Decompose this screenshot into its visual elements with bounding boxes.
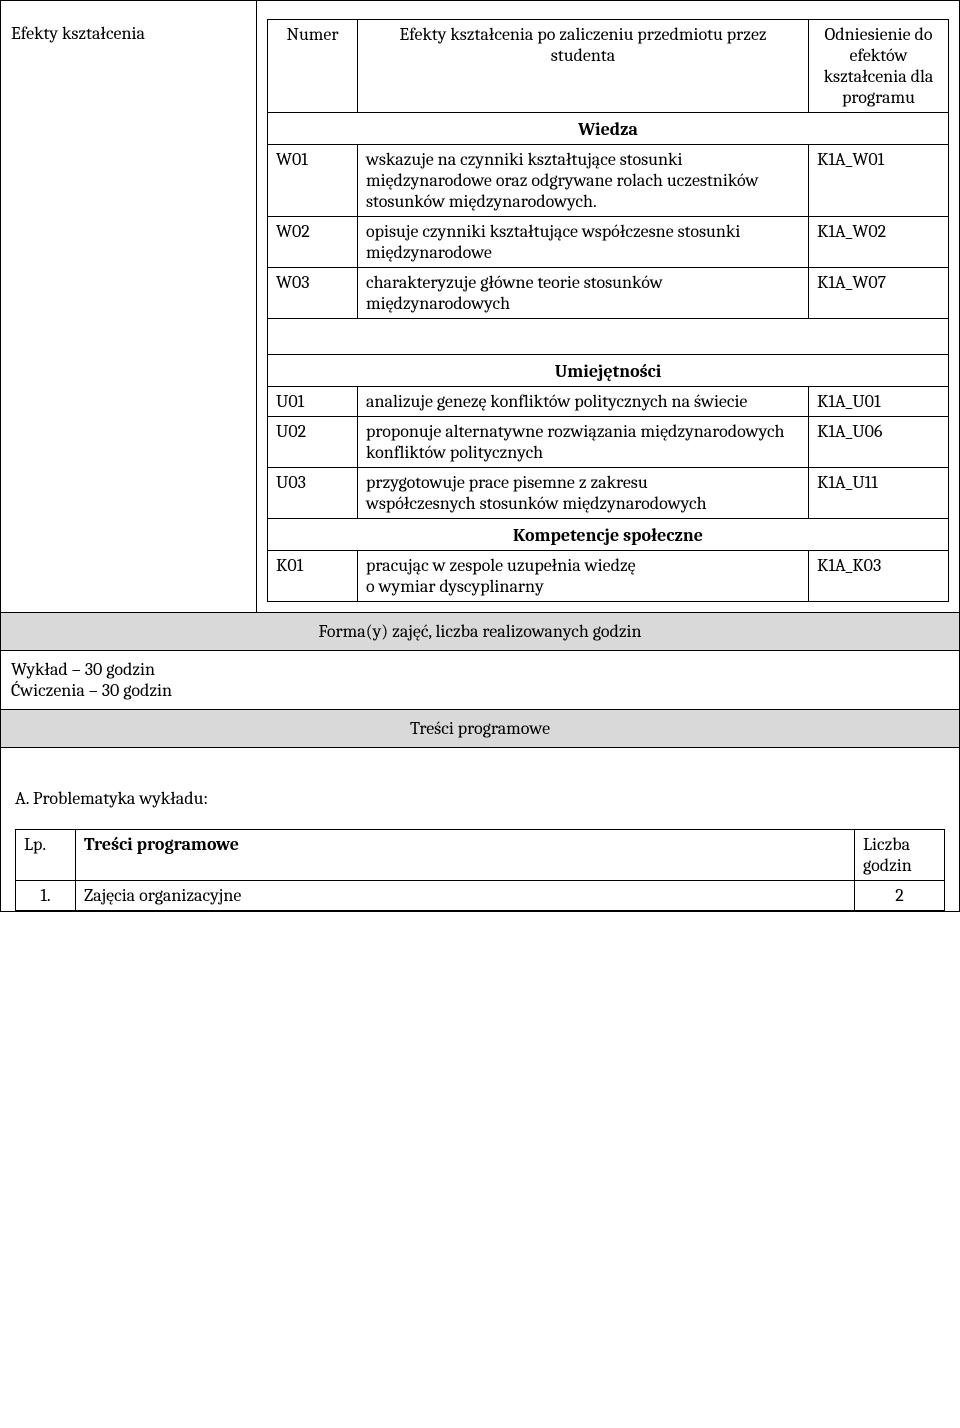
tresci-header-row: Treści programowe [1,710,960,748]
prog-r1-hrs: 2 [855,881,945,911]
tresci-body-row: A. Problematyka wykładu: Lp. Treści prog… [1,748,960,912]
row-u02: U02 proponuje alternatywne rozwiązania m… [268,417,949,468]
u03-num: U03 [268,468,358,519]
section-umiejetnosci-label: Umiejętności [268,355,949,387]
gap-row-1 [268,319,949,355]
u02-desc: proponuje alternatywne rozwiązania międz… [358,417,809,468]
row-w03: W03 charakteryzuje główne teorie stosunk… [268,268,949,319]
outcomes-table: Numer Efekty kształcenia po zaliczeniu p… [267,19,949,602]
u02-num: U02 [268,417,358,468]
section-kompetencje: Kompetencje społeczne [268,519,949,551]
row-u03: U03 przygotowuje prace pisemne z zakresu… [268,468,949,519]
forma-header: Forma(y) zajęć, liczba realizowanych god… [1,613,960,651]
u03-desc: przygotowuje prace pisemne z zakresu wsp… [358,468,809,519]
col-odniesienie: Odniesienie do efektów kształcenia dla p… [809,20,949,113]
w01-num: W01 [268,145,358,217]
u01-ref: K1A_U01 [809,387,949,417]
w03-ref: K1A_W07 [809,268,949,319]
row-w02: W02 opisuje czynniki kształtujące współc… [268,217,949,268]
prog-r1-num: 1. [16,881,76,911]
problematyka-heading: A. Problematyka wykładu: [1,788,959,829]
section-umiejetnosci: Umiejętności [268,355,949,387]
w02-num: W02 [268,217,358,268]
forma-header-row: Forma(y) zajęć, liczba realizowanych god… [1,613,960,651]
left-label-cell: Efekty kształcenia [1,1,257,613]
col-efekty: Efekty kształcenia po zaliczeniu przedmi… [358,20,809,113]
w03-desc: charakteryzuje główne teorie stosunków m… [358,268,809,319]
forma-line-1: Wykład – 30 godzin [11,659,949,680]
outcomes-header-row: Numer Efekty kształcenia po zaliczeniu p… [268,20,949,113]
syllabus-table: Efekty kształcenia Numer Efekty kształce… [0,0,960,912]
u03-ref: K1A_U11 [809,468,949,519]
prog-h3: Liczba godzin [855,830,945,881]
row-k01: K01 pracując w zespole uzupełnia wiedzę … [268,551,949,602]
forma-line-2: Ćwiczenia – 30 godzin [11,680,949,701]
prog-header-row: Lp. Treści programowe Liczba godzin [16,830,945,881]
u02-ref: K1A_U06 [809,417,949,468]
w02-desc: opisuje czynniki kształtujące współczesn… [358,217,809,268]
prog-row-1: 1. Zajęcia organizacyjne 2 [16,881,945,911]
col-numer: Numer [268,20,358,113]
w01-ref: K1A_W01 [809,145,949,217]
prog-h2: Treści programowe [76,830,855,881]
program-table: Lp. Treści programowe Liczba godzin 1. Z… [15,829,945,911]
k01-num: K01 [268,551,358,602]
section-wiedza-label: Wiedza [268,113,949,145]
u01-num: U01 [268,387,358,417]
section-wiedza: Wiedza [268,113,949,145]
forma-body-cell: Wykład – 30 godzin Ćwiczenia – 30 godzin [1,651,960,710]
row-u01: U01 analizuje genezę konfliktów politycz… [268,387,949,417]
w01-desc: wskazuje na czynniki kształtujące stosun… [358,145,809,217]
k01-desc: pracując w zespole uzupełnia wiedzę o wy… [358,551,809,602]
prog-r1-txt: Zajęcia organizacyjne [76,881,855,911]
outcomes-cell: Numer Efekty kształcenia po zaliczeniu p… [257,1,960,613]
tresci-body-cell: A. Problematyka wykładu: Lp. Treści prog… [1,748,960,912]
left-label: Efekty kształcenia [11,23,145,44]
forma-body-row: Wykład – 30 godzin Ćwiczenia – 30 godzin [1,651,960,710]
u01-desc: analizuje genezę konfliktów politycznych… [358,387,809,417]
section-kompetencje-label: Kompetencje społeczne [268,519,949,551]
k01-ref: K1A_K03 [809,551,949,602]
w03-num: W03 [268,268,358,319]
prog-h1: Lp. [16,830,76,881]
row-w01: W01 wskazuje na czynniki kształtujące st… [268,145,949,217]
w02-ref: K1A_W02 [809,217,949,268]
tresci-header: Treści programowe [1,710,960,748]
